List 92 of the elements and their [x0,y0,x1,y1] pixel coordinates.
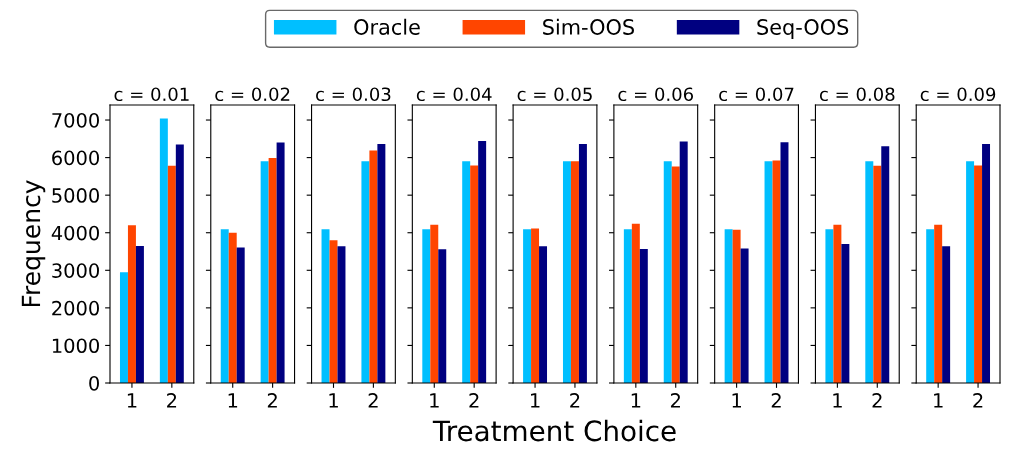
bar [740,248,749,383]
bar [934,224,943,383]
bar [337,246,346,383]
bar [361,161,370,383]
bar [369,150,378,383]
bar [422,229,431,383]
legend-label: Sim-OOS [543,18,634,35]
x-tick-label: 2 [973,393,983,408]
chart-title: c = 0.08 [819,87,895,102]
chart-title: c = 0.04 [416,87,492,102]
bar [671,166,680,383]
y-tick-label: 5000 [52,188,99,203]
bar [780,142,789,383]
x-tick-label: 2 [872,393,882,408]
x-tick-label: 1 [329,393,338,408]
bar [623,229,632,383]
bar [578,144,587,383]
bar [167,165,176,383]
chart-title: c = 0.05 [517,87,592,102]
bar [865,161,874,383]
chart-title: c = 0.06 [618,87,694,102]
x-tick-label: 1 [934,393,943,408]
chart-title: c = 0.02 [215,87,290,102]
y-tick-label: 1000 [52,338,99,354]
bar [135,245,144,383]
bar [539,246,548,383]
bar [724,229,733,383]
legend-label: Seq-OOS [757,19,849,39]
bar [159,118,168,383]
bar [127,225,136,383]
x-tick-label: 2 [167,393,177,408]
bar [268,157,277,383]
bar [531,228,540,383]
bar [523,229,532,383]
bar [833,224,842,383]
bar [732,229,741,383]
bar [663,161,672,383]
bar [321,229,330,383]
y-tick-label: 4000 [51,225,99,241]
bar [276,142,285,383]
bar [562,161,571,383]
x-axis-title: Treatment Choice [432,419,676,442]
x-tick-label: 1 [127,393,137,408]
legend-label: Oracle [354,18,420,35]
x-tick-label: 2 [267,393,277,408]
bar [260,161,269,383]
bar [825,229,834,383]
y-tick-label: 6000 [52,150,99,166]
bar [220,229,229,383]
bar [926,229,935,383]
x-tick-label: 2 [670,393,680,408]
x-tick-label: 1 [631,393,641,408]
bar [470,165,479,383]
bar [679,141,688,383]
bar [377,144,386,383]
y-tick-label: 3000 [52,263,99,278]
y-tick-label: 7000 [52,112,99,128]
x-tick-label: 1 [732,393,741,408]
x-tick-label: 1 [430,393,439,408]
x-tick-label: 1 [228,393,238,408]
x-tick-label: 2 [771,393,781,408]
bar [228,232,237,383]
bar [478,141,487,383]
y-axis-title: Frequency [21,180,46,307]
bar [873,165,882,383]
bar [236,247,245,383]
bar [175,144,184,383]
bar [982,144,991,383]
y-tick-label: 2000 [52,300,99,316]
bar [966,161,975,383]
bar [631,223,640,383]
bar [764,161,773,383]
bar [841,244,850,383]
chart-title: c = 0.01 [114,87,189,102]
chart-title: c = 0.09 [920,87,996,102]
y-tick-label: 0 [89,375,99,391]
x-tick-label: 2 [570,393,580,408]
x-tick-label: 2 [469,393,479,408]
bar [119,272,128,383]
bar [639,248,648,383]
bar [942,246,951,383]
bar [974,165,983,383]
x-tick-label: 2 [368,393,378,408]
bar [430,224,439,383]
x-tick-label: 1 [833,393,842,408]
bar [570,161,579,383]
chart-title: c = 0.07 [719,87,794,102]
chart-title: c = 0.03 [316,87,391,102]
bar [438,249,447,383]
bar [881,146,890,383]
bar [462,161,471,383]
x-tick-label: 1 [531,393,540,408]
